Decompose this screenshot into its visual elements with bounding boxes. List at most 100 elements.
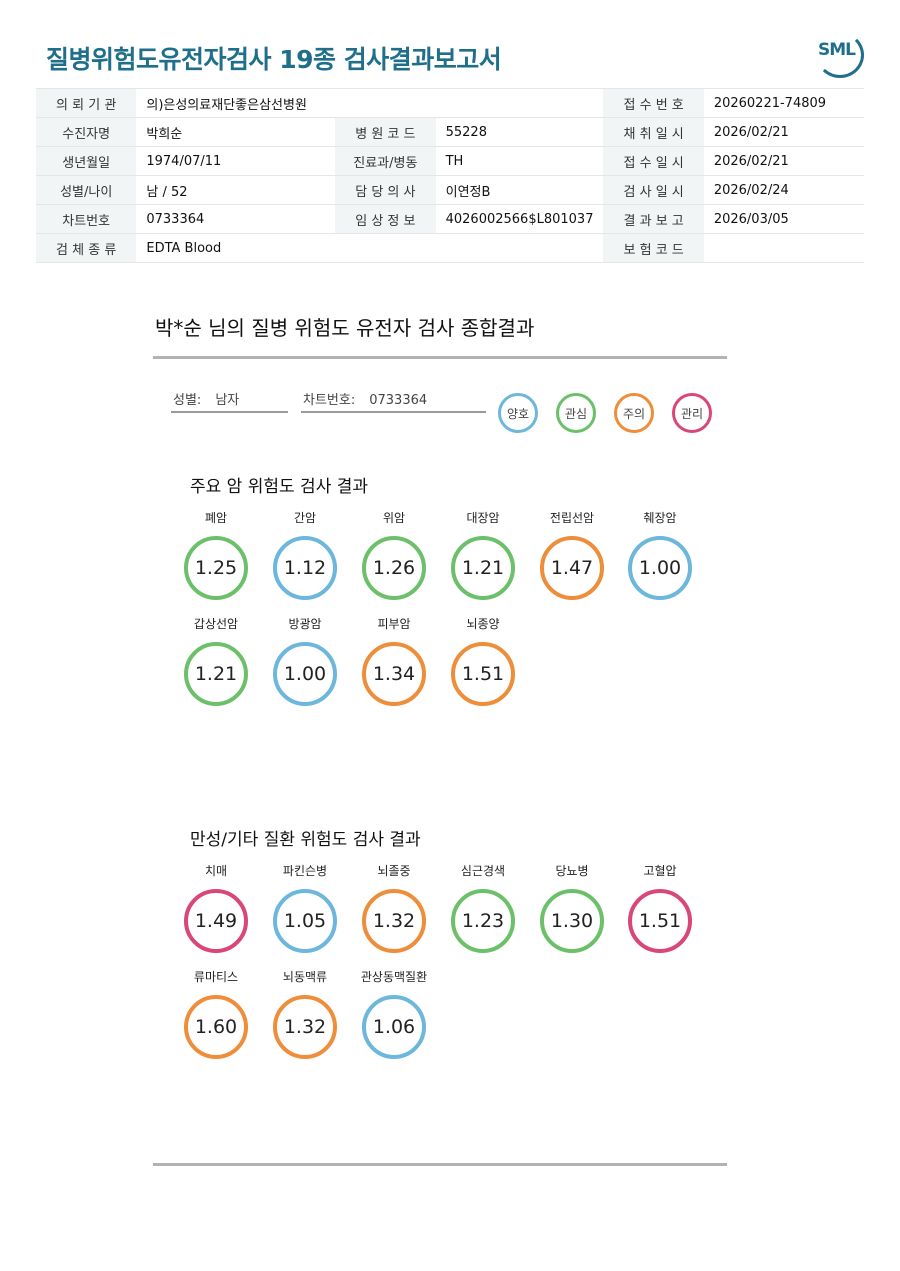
- risk-score-ring: 1.32: [273, 995, 337, 1059]
- risk-item-name: 방광암: [288, 617, 322, 631]
- receipt-no-value: 20260221-74809: [703, 88, 864, 118]
- specimen-label: 검 체 종 류: [36, 233, 137, 263]
- chart-field-label: 차트번호:: [303, 393, 356, 408]
- risk-score-ring: 1.47: [540, 536, 604, 600]
- receipt-date-value: 2026/02/21: [703, 146, 864, 176]
- risk-score-ring: 1.49: [184, 889, 248, 953]
- legend-interest: 관심: [556, 393, 596, 433]
- collect-date-label: 채 취 일 시: [603, 117, 704, 147]
- patient-label: 수진자명: [36, 117, 137, 147]
- chart-field: 차트번호: 0733364: [301, 389, 486, 413]
- sex-age-label: 성별/나이: [36, 175, 137, 205]
- sex-age-value: 남 / 52: [136, 175, 336, 205]
- hospital-code-label: 병 원 코 드: [335, 117, 436, 147]
- dept-value: TH: [435, 146, 604, 176]
- risk-item-name: 간암: [293, 511, 317, 525]
- risk-item-name: 위암: [382, 511, 406, 525]
- risk-score-ring: 1.25: [184, 536, 248, 600]
- birth-value: 1974/07/11: [136, 146, 336, 176]
- risk-score-ring: 1.26: [362, 536, 426, 600]
- risk-item: 대장암 1.21: [438, 509, 528, 600]
- risk-item: 전립선암 1.47: [527, 509, 617, 600]
- chart-field-value: 0733364: [369, 393, 428, 408]
- clinical-label: 임 상 정 보: [335, 204, 436, 234]
- insurance-value: [703, 233, 864, 263]
- test-date-value: 2026/02/24: [703, 175, 864, 205]
- institution-label: 의 뢰 기 관: [36, 88, 137, 118]
- risk-item-name: 피부암: [377, 617, 411, 631]
- sex-field: 성별: 남자: [171, 389, 288, 413]
- risk-item: 폐암 1.25: [171, 509, 261, 600]
- report-date-value: 2026/03/05: [703, 204, 864, 234]
- risk-item: 간암 1.12: [260, 509, 350, 600]
- risk-score-ring: 1.21: [184, 642, 248, 706]
- risk-item: 당뇨병 1.30: [527, 862, 617, 953]
- institution-value: 의)은성의료재단좋은삼선병원: [136, 88, 604, 118]
- collect-date-value: 2026/02/21: [703, 117, 864, 147]
- info-row: 차트번호 0733364 임 상 정 보 4026002566$L801037 …: [36, 204, 864, 234]
- risk-score-ring: 1.51: [451, 642, 515, 706]
- cancer-section-title: 주요 암 위험도 검사 결과: [190, 477, 369, 497]
- risk-score-ring: 1.00: [273, 642, 337, 706]
- risk-score-ring: 1.05: [273, 889, 337, 953]
- risk-item: 피부암 1.34: [349, 615, 439, 706]
- sml-logo: SML: [814, 30, 864, 78]
- risk-score-ring: 1.06: [362, 995, 426, 1059]
- risk-score-ring: 1.30: [540, 889, 604, 953]
- receipt-date-label: 접 수 일 시: [603, 146, 704, 176]
- risk-item-name: 대장암: [466, 511, 500, 525]
- report-title: 질병위험도유전자검사 19종 검사결과보고서: [46, 45, 502, 74]
- summary-title: 박*순 님의 질병 위험도 유전자 검사 종합결과: [155, 316, 535, 340]
- risk-item-name: 당뇨병: [555, 864, 589, 878]
- info-row: 성별/나이 남 / 52 담 당 의 사 이연정B 검 사 일 시 2026/0…: [36, 175, 864, 205]
- hospital-code-value: 55228: [435, 117, 604, 147]
- divider-top: [153, 356, 727, 359]
- legend-caution: 주의: [614, 393, 654, 433]
- dept-label: 진료과/병동: [335, 146, 436, 176]
- insurance-label: 보 험 코 드: [603, 233, 704, 263]
- risk-item: 뇌동맥류 1.32: [260, 968, 350, 1059]
- chart-label: 차트번호: [36, 204, 137, 234]
- risk-score-ring: 1.12: [273, 536, 337, 600]
- risk-item-name: 뇌동맥류: [282, 970, 328, 984]
- test-date-label: 검 사 일 시: [603, 175, 704, 205]
- risk-score-ring: 1.00: [628, 536, 692, 600]
- risk-item-name: 치매: [204, 864, 228, 878]
- risk-score-ring: 1.23: [451, 889, 515, 953]
- risk-item: 치매 1.49: [171, 862, 261, 953]
- risk-item-name: 고혈압: [643, 864, 677, 878]
- logo-arc: [816, 32, 864, 78]
- doctor-label: 담 당 의 사: [335, 175, 436, 205]
- risk-score-ring: 1.60: [184, 995, 248, 1059]
- risk-item-name: 췌장암: [643, 511, 677, 525]
- info-row: 검 체 종 류 EDTA Blood 보 험 코 드: [36, 233, 864, 263]
- risk-item-name: 류마티스: [193, 970, 239, 984]
- risk-score-ring: 1.34: [362, 642, 426, 706]
- risk-item: 췌장암 1.00: [615, 509, 705, 600]
- chart-value: 0733364: [136, 204, 336, 234]
- risk-item-name: 갑상선암: [193, 617, 239, 631]
- risk-item: 갑상선암 1.21: [171, 615, 261, 706]
- risk-item: 파킨슨병 1.05: [260, 862, 350, 953]
- risk-item: 위암 1.26: [349, 509, 439, 600]
- legend-good: 양호: [498, 393, 538, 433]
- sex-field-value: 남자: [215, 393, 240, 408]
- clinical-value: 4026002566$L801037: [435, 204, 604, 234]
- risk-item-name: 심근경색: [460, 864, 506, 878]
- specimen-value: EDTA Blood: [136, 233, 604, 263]
- risk-item-name: 파킨슨병: [282, 864, 328, 878]
- logo-text: SML: [818, 40, 856, 60]
- legend-manage: 관리: [672, 393, 712, 433]
- birth-label: 생년월일: [36, 146, 137, 176]
- risk-score-ring: 1.51: [628, 889, 692, 953]
- risk-item: 뇌종양 1.51: [438, 615, 528, 706]
- report-date-label: 결 과 보 고: [603, 204, 704, 234]
- risk-item: 심근경색 1.23: [438, 862, 528, 953]
- info-row: 생년월일 1974/07/11 진료과/병동 TH 접 수 일 시 2026/0…: [36, 146, 864, 176]
- risk-score-ring: 1.21: [451, 536, 515, 600]
- doctor-value: 이연정B: [435, 175, 604, 205]
- risk-item: 류마티스 1.60: [171, 968, 261, 1059]
- receipt-no-label: 접 수 번 호: [603, 88, 704, 118]
- risk-item-name: 전립선암: [549, 511, 595, 525]
- risk-item: 고혈압 1.51: [615, 862, 705, 953]
